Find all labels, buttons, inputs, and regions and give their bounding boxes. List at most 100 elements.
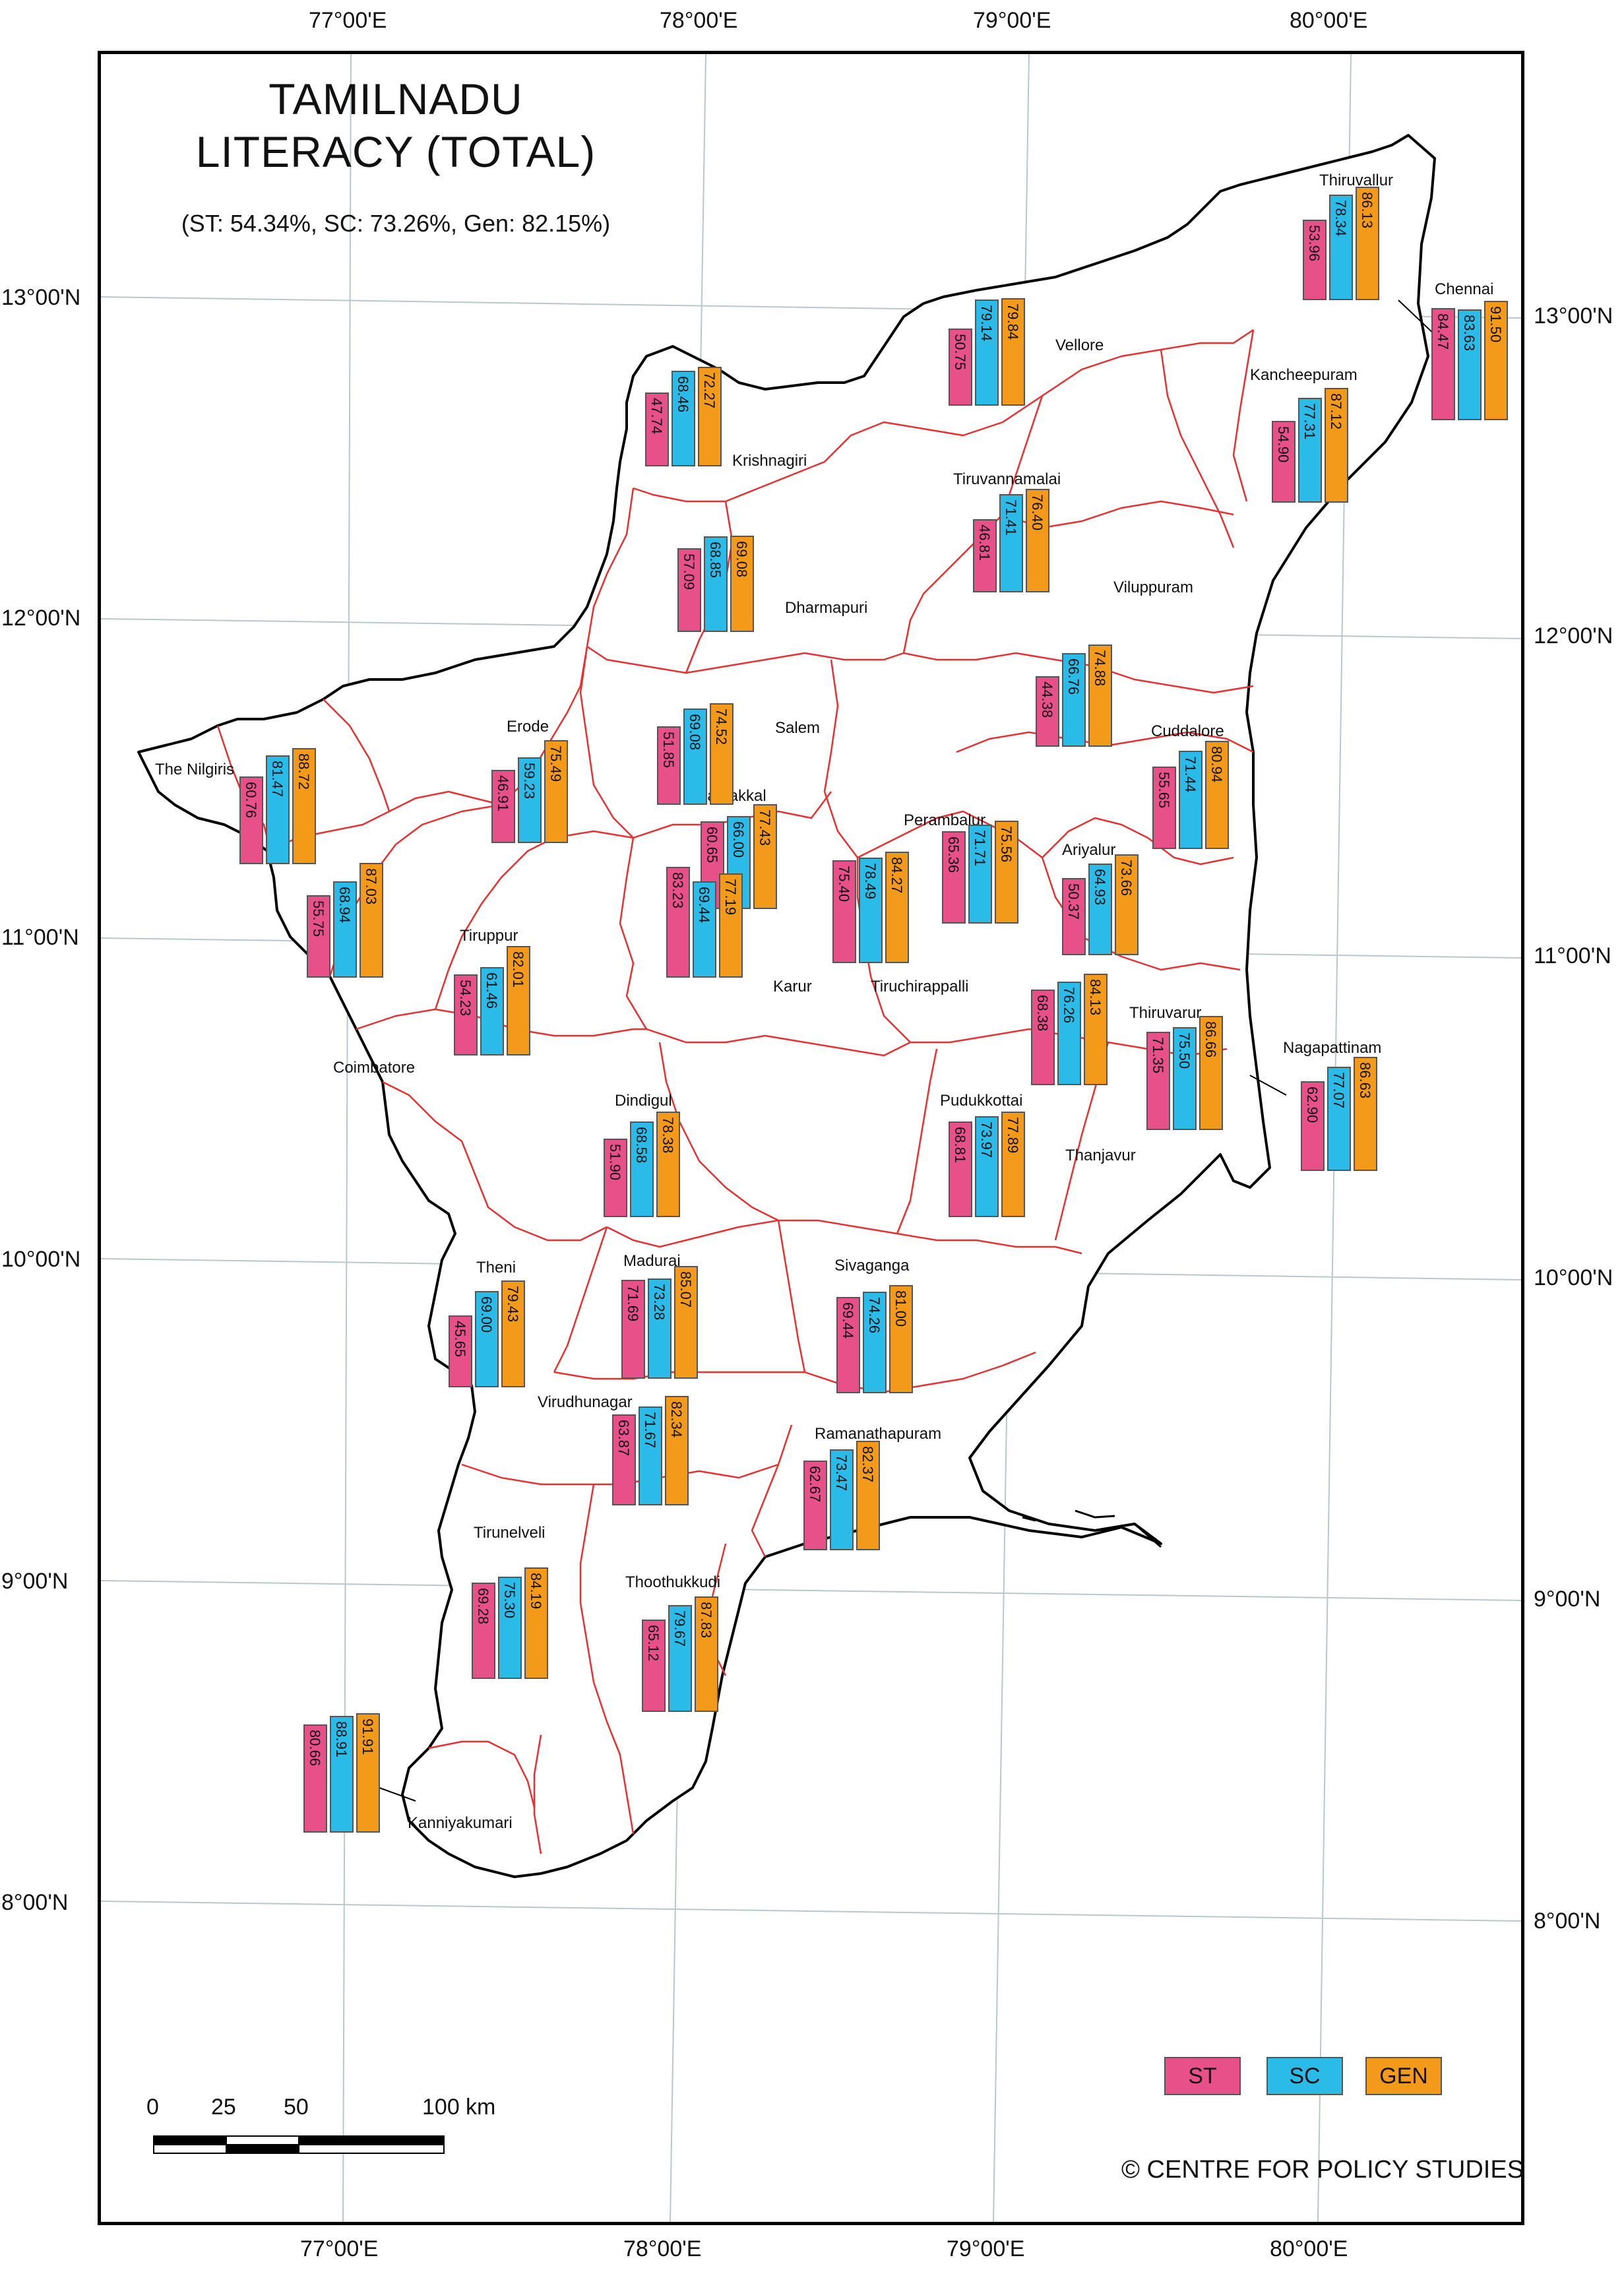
bar-st-dindigul: 51.90	[604, 1139, 627, 1217]
bar-value-st-kancheepuram: 54.90	[1275, 426, 1292, 463]
bar-value-gen-cuddalore: 80.94	[1208, 745, 1225, 782]
district-label-virudhunagar: Virudhunagar	[538, 1393, 633, 1411]
bar-value-sc-virudhunagar: 71.67	[642, 1412, 658, 1449]
district-label-nagapattinam: Nagapattinam	[1283, 1039, 1382, 1057]
bar-value-st-thanjavur: 71.35	[1150, 1036, 1166, 1073]
bar-value-gen-ariyalur: 73.66	[1118, 860, 1135, 897]
bar-st-erode: 46.91	[491, 769, 515, 843]
lat-label-right-11: 11°00'N	[1534, 943, 1611, 968]
lon-label-bottom-79: 79°00'E	[947, 2236, 1025, 2261]
district-label-sivaganga: Sivaganga	[834, 1257, 910, 1275]
bar-st-thoothukkudi: 65.12	[642, 1620, 666, 1712]
bar-gen-tiruppur: 82.01	[507, 946, 530, 1056]
district-label-tiruppur: Tiruppur	[460, 927, 518, 945]
lon-label-top-78: 78°00'E	[660, 8, 738, 33]
bar-gen-dharmapuri: 69.08	[730, 536, 754, 632]
lat-label-right-13: 13°00'N	[1534, 303, 1613, 329]
bar-value-sc-thiruvarur: 76.26	[1061, 987, 1077, 1024]
lat-label-left-9: 9°00'N	[1, 1569, 69, 1594]
bar-sc-coimbatore: 68.94	[333, 881, 357, 978]
bar-value-gen-chennai: 91.50	[1487, 306, 1504, 343]
bar-value-gen-ramanathapuram: 82.37	[859, 1445, 876, 1482]
bar-st-krishnagiri: 47.74	[645, 392, 669, 466]
district-label-thiruvallur: Thiruvallur	[1319, 172, 1394, 189]
bar-value-sc-krishnagiri: 68.46	[675, 376, 691, 413]
bar-value-st-karur: 83.23	[670, 872, 686, 909]
bar-value-sc-nagapattinam: 77.07	[1330, 1071, 1347, 1108]
bar-st-vellore: 50.75	[949, 328, 972, 406]
bar-gen-dindigul: 78.38	[656, 1111, 680, 1217]
bar-value-st-sivaganga: 69.44	[840, 1302, 856, 1339]
bar-value-st-coimbatore: 55.75	[310, 900, 327, 937]
district-label-pudukkottai: Pudukkottai	[940, 1092, 1023, 1110]
bar-gen-chennai: 91.50	[1484, 301, 1508, 420]
bar-value-gen-salem: 74.52	[713, 708, 730, 745]
bar-st-thiruvallur: 53.96	[1303, 219, 1327, 300]
district-label-erode: Erode	[507, 718, 549, 736]
bar-gen-madurai: 85.07	[674, 1266, 698, 1379]
bar-value-gen-coimbatore: 87.03	[363, 868, 379, 905]
bar-sc-virudhunagar: 71.67	[639, 1406, 662, 1505]
bar-gen-cuddalore: 80.94	[1205, 740, 1229, 849]
bar-st-theni: 45.65	[449, 1315, 472, 1387]
bar-value-st-tiruvannamalai: 46.81	[976, 524, 993, 561]
bar-value-st-namakkal: 60.65	[704, 827, 720, 864]
bar-value-sc-kanniyakumari: 88.91	[333, 1721, 350, 1758]
copyright: © CENTRE FOR POLICY STUDIES	[1121, 2156, 1524, 2184]
bar-value-gen-theni: 79.43	[505, 1286, 521, 1323]
bar-st-tirunelveli: 69.28	[472, 1582, 495, 1679]
bar-value-sc-salem: 69.08	[687, 714, 703, 751]
bar-sc-tiruppur: 61.46	[480, 967, 504, 1056]
district-label-tiruvannamalai: Tiruvannamalai	[953, 470, 1061, 488]
bar-st-thiruvarur: 68.38	[1031, 990, 1055, 1085]
bar-value-sc-tiruchirappalli: 78.49	[862, 862, 879, 899]
bar-gen-salem: 74.52	[710, 703, 734, 805]
district-label-viluppuram: Viluppuram	[1113, 579, 1193, 596]
bar-value-st-salem: 51.85	[660, 732, 677, 769]
bar-value-sc-ariyalur: 64.93	[1092, 868, 1108, 905]
bar-sc-madurai: 73.28	[648, 1278, 671, 1379]
bar-sc-dharmapuri: 68.85	[704, 536, 728, 632]
state-outline	[137, 134, 1436, 1878]
bar-st-tiruvannamalai: 46.81	[973, 519, 997, 592]
bar-sc-kancheepuram: 77.31	[1298, 398, 1322, 503]
bar-value-gen-viluppuram: 74.88	[1092, 650, 1108, 687]
lat-label-left-13: 13°00'N	[1, 285, 81, 310]
bar-value-sc-tiruvannamalai: 71.41	[1003, 499, 1019, 536]
scale-unit: km	[466, 2095, 496, 2120]
map-frame	[98, 51, 1524, 2225]
legend-st: ST	[1164, 2057, 1241, 2095]
bar-value-sc-dindigul: 68.58	[633, 1127, 650, 1164]
bar-value-sc-namakkal: 66.00	[730, 821, 747, 858]
bar-gen-kanniyakumari: 91.91	[356, 1713, 380, 1833]
bar-value-gen-krishnagiri: 72.27	[701, 372, 718, 409]
bar-value-sc-thiruvallur: 78.34	[1332, 199, 1349, 236]
bar-value-gen-kanniyakumari: 91.91	[359, 1718, 376, 1755]
bar-st-nagapattinam: 62.90	[1301, 1081, 1325, 1171]
district-label-ariyalur: Ariyalur	[1062, 841, 1116, 859]
bar-value-sc-sivaganga: 74.26	[866, 1297, 883, 1334]
bar-value-st-tiruppur: 54.23	[457, 980, 474, 1017]
bar-value-sc-ramanathapuram: 73.47	[833, 1455, 850, 1492]
district-label-nilgiris: The Nilgiris	[155, 761, 235, 778]
bar-value-gen-kancheepuram: 87.12	[1328, 393, 1344, 430]
lat-label-right-10: 10°00'N	[1534, 1265, 1613, 1290]
bar-sc-thanjavur: 75.50	[1173, 1027, 1197, 1130]
bar-gen-thoothukkudi: 87.83	[695, 1596, 718, 1712]
bar-value-st-thiruvarur: 68.38	[1034, 995, 1051, 1032]
bar-value-gen-thoothukkudi: 87.83	[698, 1601, 714, 1639]
lon-label-bottom-78: 78°00'E	[623, 2236, 702, 2261]
bar-value-sc-chennai: 83.63	[1461, 314, 1478, 351]
bar-value-st-tirunelveli: 69.28	[475, 1587, 491, 1624]
bar-value-gen-vellore: 79.84	[1005, 303, 1021, 340]
bar-value-gen-erode: 75.49	[547, 745, 564, 782]
bar-gen-pudukkottai: 77.89	[1001, 1112, 1025, 1217]
lat-label-right-9: 9°00'N	[1534, 1587, 1601, 1612]
bar-value-st-thiruvallur: 53.96	[1306, 224, 1323, 261]
bar-st-thanjavur: 71.35	[1146, 1031, 1170, 1130]
bar-sc-dindigul: 68.58	[630, 1121, 654, 1217]
district-label-salem: Salem	[775, 719, 821, 737]
bar-value-gen-karur: 77.19	[722, 878, 739, 915]
islands	[1022, 1509, 1162, 1548]
